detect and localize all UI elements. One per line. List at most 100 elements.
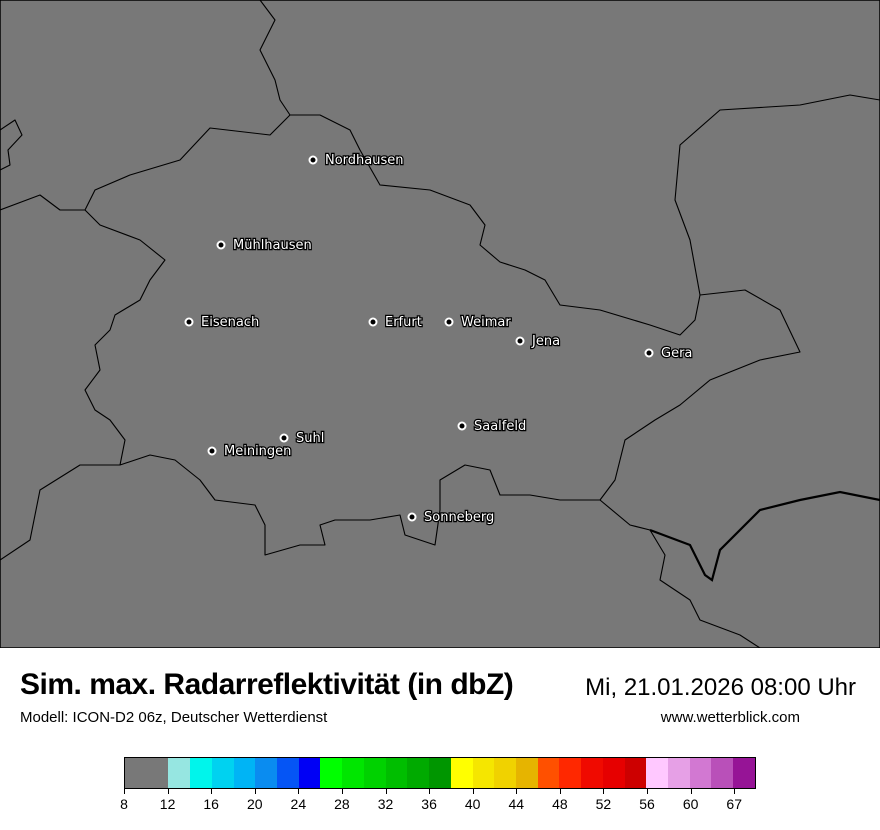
city-label: Gera (661, 346, 692, 361)
colorbar-tick-label: 28 (334, 796, 350, 812)
colorbar-tick-label: 24 (290, 796, 307, 812)
state-border-west (0, 194, 85, 211)
model-info: Modell: ICON-D2 06z, Deutscher Wetterdie… (20, 709, 328, 726)
state-border-southwest (0, 464, 120, 561)
colorbar-segment (385, 758, 408, 788)
city-dot (184, 317, 194, 327)
city-dot (216, 240, 226, 250)
colorbar-tick-label: 44 (508, 796, 525, 812)
city-dot (207, 446, 217, 456)
city-marker-erfurt: Erfurt (368, 314, 423, 331)
colorbar-segment (581, 758, 603, 788)
city-label: Suhl (296, 431, 324, 446)
colorbar-tick-label: 8 (120, 796, 128, 812)
colorbar-tick-label: 32 (377, 796, 394, 812)
city-dot (515, 336, 525, 346)
colorbar (124, 757, 756, 789)
colorbar-segment (168, 758, 191, 788)
city-label: Erfurt (385, 315, 422, 330)
colorbar-tick-label: 48 (552, 796, 568, 812)
colorbar-tick-label: 60 (682, 796, 699, 812)
colorbar-tick-label: 40 (464, 796, 481, 812)
city-label: Meiningen (224, 444, 291, 459)
colorbar-tick (124, 789, 125, 794)
colorbar-tick (690, 789, 692, 794)
colorbar-tick-label: 56 (639, 796, 655, 812)
colorbar-tick-label: 52 (595, 796, 612, 812)
state-border-northwest (0, 119, 23, 171)
colorbar-segment (624, 758, 647, 788)
colorbar-tick (298, 789, 300, 794)
colorbar-segment (450, 758, 473, 788)
city-label: Jena (531, 334, 560, 349)
city-marker-meiningen: Meiningen (207, 443, 293, 460)
state-border-south (599, 499, 761, 648)
city-marker-weimar: Weimar (444, 314, 513, 331)
city-marker-gera: Gera (644, 345, 694, 362)
state-border-north (259, 0, 291, 116)
colorbar-segment (733, 758, 755, 788)
radar-map: Nordhausen Mühlhausen Eisenach Erfurt Weimar… (0, 0, 880, 648)
colorbar-tick-label: 12 (159, 796, 176, 812)
colorbar-tick-label: 36 (421, 796, 437, 812)
colorbar-tick (559, 789, 561, 794)
colorbar-segment (298, 758, 321, 788)
colorbar-segment (211, 758, 234, 788)
thuringia-border (84, 114, 801, 556)
colorbar-segment (320, 758, 343, 788)
state-border-east (674, 94, 880, 296)
colorbar-segment (711, 758, 734, 788)
colorbar-segment (407, 758, 430, 788)
city-dot (368, 317, 378, 327)
colorbar-segment (146, 758, 169, 788)
map-title: Sim. max. Radarreflektivität (in dbZ) (20, 668, 514, 701)
city-marker-suhl: Suhl (279, 430, 326, 447)
colorbar-tick (603, 789, 605, 794)
city-label: Sonneberg (424, 510, 494, 525)
colorbar-tick-label: 16 (203, 796, 219, 812)
colorbar-ticks: 8 12 16 20 24 28 32 36 40 44 48 52 56 60 67 (120, 789, 756, 819)
colorbar-segment (277, 758, 299, 788)
city-label: Weimar (461, 315, 511, 330)
colorbar-segment (472, 758, 495, 788)
country-border-czechia (649, 490, 880, 582)
colorbar-segment (667, 758, 690, 788)
colorbar-segment (602, 758, 625, 788)
colorbar-tick (385, 789, 387, 794)
city-label: Eisenach (201, 315, 259, 330)
city-dot (407, 512, 417, 522)
colorbar-tick (647, 789, 649, 794)
website-link[interactable]: www.wetterblick.com (660, 709, 800, 726)
city-marker-jena: Jena (515, 333, 561, 350)
colorbar-segment (255, 758, 278, 788)
colorbar-segment (125, 758, 147, 788)
colorbar-tick (254, 789, 256, 794)
colorbar-segment (363, 758, 386, 788)
city-dot (644, 348, 654, 358)
city-label: Nordhausen (325, 153, 404, 168)
colorbar-tick-label: 20 (246, 796, 263, 812)
colorbar-segment (494, 758, 516, 788)
city-marker-eisenach: Eisenach (184, 314, 260, 331)
city-marker-sonneberg: Sonneberg (407, 509, 496, 526)
colorbar-segment (537, 758, 560, 788)
colorbar-tick (341, 789, 343, 794)
colorbar-tick (211, 789, 213, 794)
city-label: Saalfeld (474, 419, 526, 434)
colorbar-tick (167, 789, 169, 794)
city-dot (457, 421, 467, 431)
city-marker-mühlhausen: Mühlhausen (216, 237, 313, 254)
city-label: Mühlhausen (233, 238, 312, 253)
colorbar-segment (559, 758, 582, 788)
city-marker-saalfeld: Saalfeld (457, 418, 528, 435)
colorbar-tick (472, 789, 474, 794)
city-marker-nordhausen: Nordhausen (308, 152, 405, 169)
colorbar-segment (342, 758, 364, 788)
colorbar-segment (190, 758, 212, 788)
colorbar-tick (516, 789, 518, 794)
colorbar-tick (429, 789, 431, 794)
colorbar-segment (646, 758, 668, 788)
colorbar-segment (515, 758, 538, 788)
colorbar-tick (734, 789, 736, 794)
